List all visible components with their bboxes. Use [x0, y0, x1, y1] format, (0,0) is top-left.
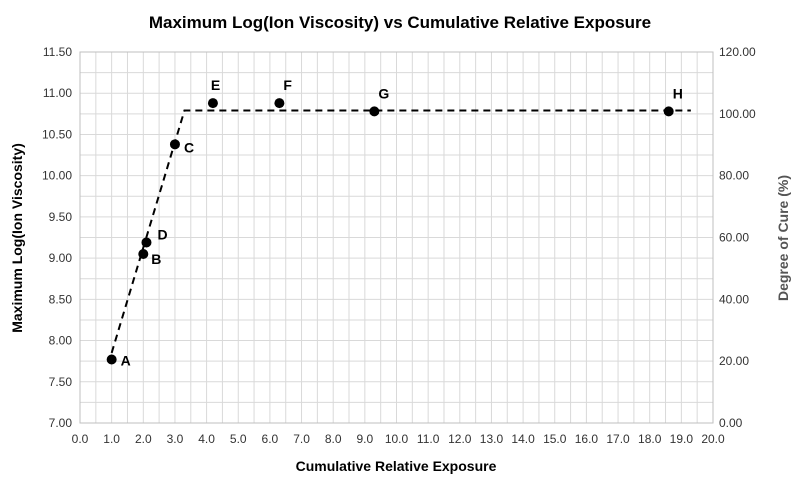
x-tick-label: 5.0 — [230, 432, 247, 446]
x-tick-label: 9.0 — [357, 432, 374, 446]
data-point — [369, 106, 380, 117]
x-tick-label: 7.0 — [293, 432, 310, 446]
point-label: B — [151, 251, 161, 267]
y2-tick-label: 60.00 — [719, 231, 749, 245]
trend-layer — [110, 109, 691, 354]
point-layer: A BD C E F G H — [106, 77, 683, 369]
y-tick-label: 10.00 — [42, 169, 72, 183]
y2-tick-label: 80.00 — [719, 169, 749, 183]
y-tick-label: 8.50 — [49, 292, 73, 306]
x-tick-label: 4.0 — [198, 432, 215, 446]
y-tick-label: 7.00 — [49, 416, 73, 430]
x-tick-label: 16.0 — [575, 432, 599, 446]
x-tick-label: 2.0 — [135, 432, 152, 446]
point-label: H — [673, 85, 683, 101]
y-tick-label: 7.50 — [49, 375, 73, 389]
trend-line — [110, 109, 691, 354]
y2-axis-title: Degree of Cure (%) — [775, 175, 791, 301]
x-tick-label: 1.0 — [103, 432, 120, 446]
data-point — [207, 98, 218, 109]
x-tick-label: 20.0 — [701, 432, 725, 446]
y2-tick-label: 20.00 — [719, 354, 749, 368]
y-tick-label: 9.00 — [49, 251, 73, 265]
y2-tick-label: 0.00 — [719, 416, 743, 430]
point-label: F — [283, 77, 292, 93]
data-point — [274, 98, 285, 109]
y-axis-title: Maximum Log(Ion Viscosity) — [9, 143, 25, 333]
data-point — [106, 354, 117, 365]
y-tick-label: 11.50 — [43, 45, 72, 59]
y2-tick-label: 100.00 — [719, 107, 756, 121]
x-tick-label: 17.0 — [606, 432, 630, 446]
chart-title: Maximum Log(Ion Viscosity) vs Cumulative… — [149, 13, 651, 32]
point-label: E — [211, 77, 220, 93]
point-label: D — [157, 226, 167, 242]
x-tick-label: 6.0 — [262, 432, 279, 446]
grid-layer — [79, 51, 714, 424]
y-tick-label: 11.00 — [43, 86, 72, 100]
x-tick-label: 10.0 — [385, 432, 409, 446]
x-tick-label: 18.0 — [638, 432, 662, 446]
x-tick-label: 0.0 — [72, 432, 89, 446]
x-tick-label: 13.0 — [480, 432, 504, 446]
x-axis-title: Cumulative Relative Exposure — [296, 458, 497, 474]
y2-tick-label: 40.00 — [719, 292, 749, 306]
x-tick-label: 3.0 — [167, 432, 184, 446]
x-tick-label: 14.0 — [511, 432, 535, 446]
point-label: A — [121, 353, 131, 369]
data-point — [138, 248, 149, 259]
data-point — [169, 139, 180, 150]
y-tick-label: 9.50 — [49, 210, 73, 224]
x-tick-label: 11.0 — [417, 432, 440, 446]
point-label: G — [378, 85, 389, 101]
tick-layer: 0.0 1.0 2.0 3.0 4.0 5.0 6.0 7.0 8.0 9.0 10.0 11.0 12… — [42, 45, 756, 446]
data-point — [663, 106, 674, 117]
x-tick-label: 8.0 — [325, 432, 342, 446]
y-tick-label: 10.50 — [42, 127, 72, 141]
y2-tick-label: 120.00 — [719, 45, 756, 59]
y-tick-label: 8.00 — [49, 334, 73, 348]
x-tick-label: 15.0 — [543, 432, 567, 446]
plot-frame — [79, 51, 714, 424]
x-tick-label: 12.0 — [448, 432, 472, 446]
data-point — [141, 237, 152, 248]
point-label: C — [184, 139, 194, 155]
x-tick-label: 19.0 — [670, 432, 694, 446]
